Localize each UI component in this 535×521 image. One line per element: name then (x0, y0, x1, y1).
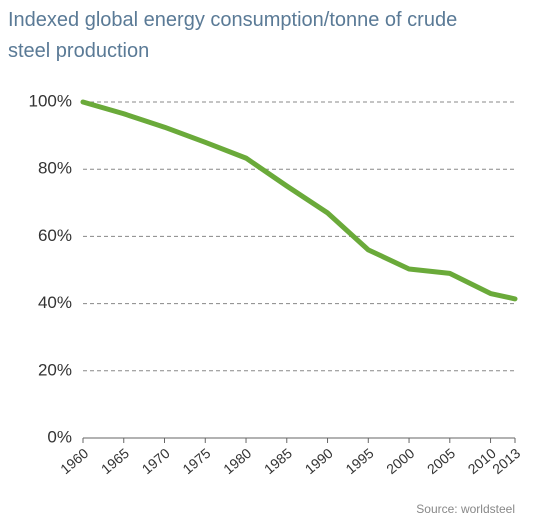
x-tick-label: 2005 (424, 445, 458, 477)
y-tick-label: 100% (29, 91, 72, 110)
chart-title-line-2: steel production (8, 40, 149, 62)
y-tick-label: 20% (38, 360, 72, 379)
x-tick-label: 1970 (139, 445, 173, 477)
x-tick-label: 1980 (220, 445, 254, 477)
x-tick-label: 1965 (98, 445, 132, 477)
y-tick-label: 40% (38, 293, 72, 312)
x-tick-label: 1990 (302, 445, 336, 477)
data-line (80, 99, 518, 302)
x-tick-label: 2000 (383, 445, 417, 477)
y-tick-label: 80% (38, 159, 72, 178)
chart-title-line-1: Indexed global energy consumption/tonne … (8, 9, 457, 31)
source-note: Source: worldsteel (416, 502, 515, 516)
x-tick-label: 1960 (57, 445, 91, 477)
x-tick-label: 2013 (489, 445, 523, 477)
x-tick-label: 1985 (261, 445, 295, 477)
y-tick-label: 0% (47, 427, 72, 446)
y-tick-label: 60% (38, 226, 72, 245)
x-tick-label: 1995 (342, 445, 376, 477)
x-tick-label: 1975 (179, 445, 213, 477)
